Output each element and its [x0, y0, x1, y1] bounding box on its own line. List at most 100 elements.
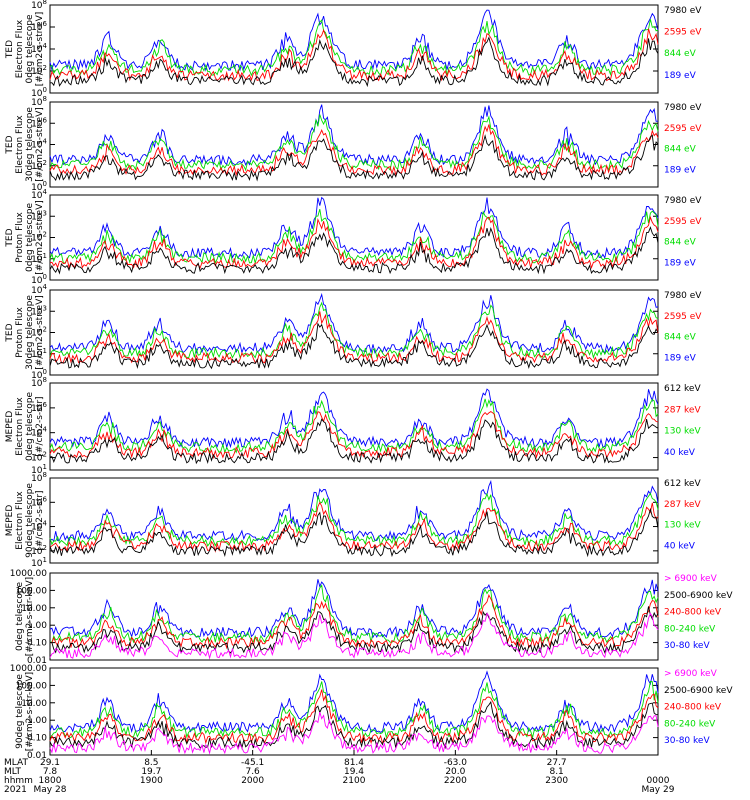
y-axis-label: Electron Flux	[15, 397, 25, 456]
legend-entry: 2595 eV	[664, 28, 702, 38]
x-tick-label: 0000	[647, 776, 670, 786]
x-tick-label: 19.4	[344, 767, 364, 777]
series-line	[49, 292, 659, 355]
panel-frame	[49, 477, 659, 564]
x-tick-label: 7.6	[245, 767, 260, 777]
series-line	[49, 9, 659, 72]
legend-entry: 2595 eV	[664, 124, 702, 134]
legend-entry: 287 keV	[664, 405, 701, 415]
y-axis-label: 0deg telescope	[25, 14, 35, 84]
legend-entry: 2500-6900 keV	[664, 686, 733, 696]
panel-frame	[49, 382, 659, 471]
series-line	[49, 398, 659, 455]
legend-entry: 7980 eV	[664, 6, 702, 16]
legend-entry: 612 keV	[664, 479, 701, 489]
y-tick-label: 0.10	[27, 639, 47, 649]
y-tick-label: 1.00	[27, 716, 47, 726]
legend-entry: 844 eV	[664, 333, 697, 343]
x-tick-label: 29.1	[40, 758, 60, 768]
series-line	[49, 226, 659, 275]
y-axis-label: 90deg telescope	[25, 483, 35, 558]
x-tick-label: 1900	[140, 776, 163, 786]
x-row-label: hhmm	[4, 776, 33, 786]
series-line	[49, 36, 659, 88]
x-tick-label: 8.5	[144, 758, 158, 768]
series-line	[49, 492, 659, 548]
series-line	[49, 501, 659, 553]
legend-entry: 7980 eV	[664, 196, 702, 206]
y-axis-label: TED	[5, 323, 15, 342]
legend-entry: 2595 eV	[664, 217, 702, 227]
y-axis-label: 0deg telescope	[25, 392, 35, 462]
x-tick-label: 20.0	[445, 767, 465, 777]
y-axis-label: [#/cm2-s-str-eV]	[35, 12, 45, 87]
legend-entry: > 6900 keV	[664, 574, 718, 584]
x-tick-label: 19.7	[141, 767, 161, 777]
series-line	[49, 689, 659, 745]
series-line	[49, 28, 659, 82]
y-tick-label: 10.00	[21, 699, 47, 709]
y-axis-label: MEPED	[5, 505, 15, 537]
y-axis-label: 0deg telescope	[25, 203, 35, 273]
legend-entry: 40 keV	[664, 541, 696, 551]
x-tick-label: -63.0	[444, 758, 468, 768]
x-tick-label: 2000	[241, 776, 264, 786]
y-tick-label: 0.01	[27, 751, 47, 761]
y-axis-label: TED	[5, 135, 15, 154]
y-tick-label: 10.00	[21, 604, 47, 614]
y-tick-label: 1.00	[27, 621, 47, 631]
y-axis-label: Electron Flux	[15, 491, 25, 550]
y-axis-label: Proton Flux	[15, 307, 25, 358]
y-axis-label: [#/cm2-s-str-eV]	[35, 107, 45, 182]
series-line	[49, 114, 659, 172]
x-tick-label: May 28	[34, 785, 67, 795]
legend-entry: 130 keV	[664, 427, 701, 437]
x-tick-label: 7.8	[43, 767, 58, 777]
y-axis-label: 30deg telescope	[25, 295, 35, 370]
y-tick-label: 0.10	[27, 734, 47, 744]
legend-entry: 189 eV	[664, 258, 697, 268]
legend-entry: 80-240 keV	[664, 624, 716, 634]
y-axis-label: [#/cm2-s-str-keV]	[25, 577, 35, 656]
series-line	[50, 606, 659, 655]
legend-entry: 2595 eV	[664, 312, 702, 322]
y-axis-label: Electron Flux	[15, 19, 25, 78]
y-axis-label: 0deg telescope	[15, 582, 25, 652]
y-axis-label: 30deg telescope	[25, 107, 35, 182]
y-tick-label: 100.00	[16, 586, 48, 596]
series-line	[49, 670, 659, 734]
series-line	[49, 584, 659, 644]
y-tick-label: 1000.00	[10, 664, 47, 674]
legend-entry: 7980 eV	[664, 291, 702, 301]
legend-entry: 30-80 keV	[664, 641, 710, 651]
legend-entry: 80-240 keV	[664, 719, 716, 729]
legend-entry: > 6900 keV	[664, 669, 718, 679]
series-line	[49, 612, 659, 660]
y-axis-label: Proton Flux	[15, 212, 25, 263]
y-axis-label: 90deg telescope	[15, 674, 25, 749]
series-line	[49, 479, 659, 543]
legend-entry: 7980 eV	[664, 103, 702, 113]
legend-entry: 844 eV	[664, 49, 697, 59]
series-line	[49, 700, 659, 750]
x-tick-label: 2200	[444, 776, 467, 786]
legend-entry: 40 keV	[664, 448, 696, 458]
x-tick-label: May 29	[642, 785, 675, 795]
series-line	[49, 388, 659, 450]
legend-entry: 844 eV	[664, 145, 697, 155]
series-line	[49, 579, 659, 639]
y-tick-label: 0.01	[27, 656, 47, 666]
series-line	[49, 301, 659, 360]
y-axis-label: [#/cm2-s-str-eV]	[35, 200, 45, 275]
x-tick-label: 2100	[343, 776, 366, 786]
legend-entry: 130 keV	[664, 521, 701, 531]
series-line	[49, 322, 659, 370]
legend-entry: 240-800 keV	[664, 608, 722, 618]
legend-entry: 287 keV	[664, 500, 701, 510]
y-axis-label: TED	[5, 228, 15, 247]
